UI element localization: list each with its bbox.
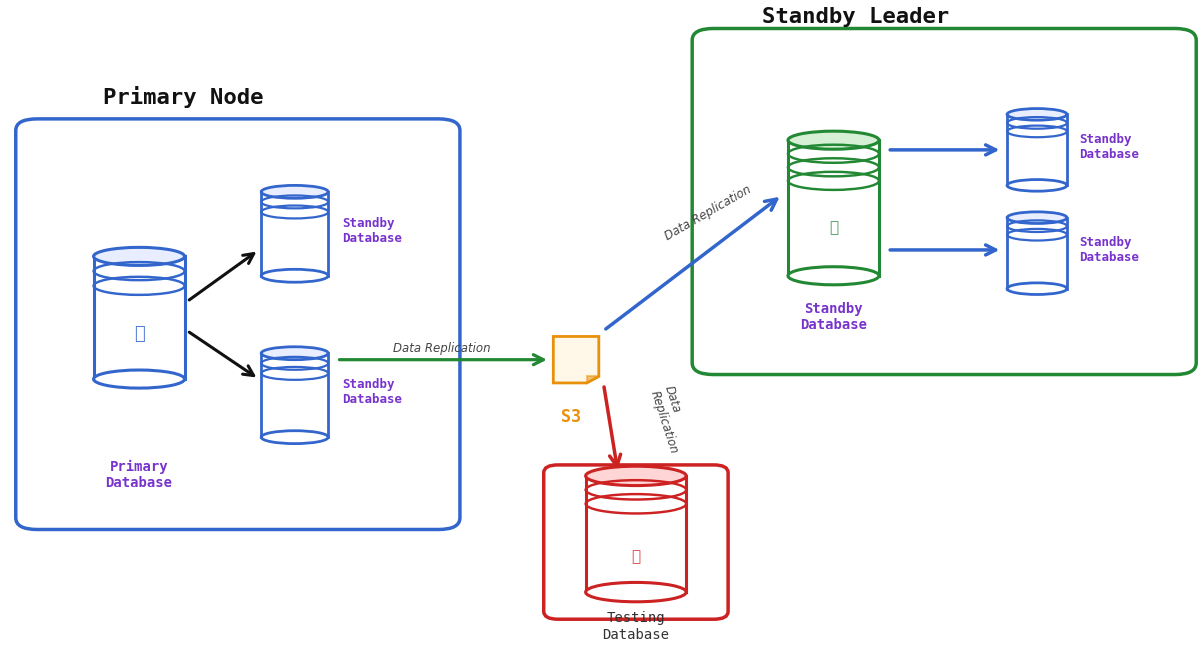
Ellipse shape: [262, 270, 329, 283]
Text: Testing
Database: Testing Database: [602, 611, 670, 642]
Ellipse shape: [586, 466, 686, 486]
Text: 🐘: 🐘: [631, 549, 641, 564]
Ellipse shape: [94, 247, 185, 266]
Text: Primary Node: Primary Node: [103, 86, 264, 108]
Text: Standby
Database: Standby Database: [342, 378, 402, 406]
Polygon shape: [262, 353, 329, 437]
Text: Data
Replication: Data Replication: [648, 384, 695, 455]
Polygon shape: [1007, 115, 1067, 186]
Ellipse shape: [1007, 212, 1067, 223]
Polygon shape: [262, 192, 329, 276]
Text: Standby
Database: Standby Database: [800, 301, 866, 332]
Polygon shape: [94, 256, 185, 379]
Text: Primary
Database: Primary Database: [106, 460, 173, 490]
Polygon shape: [788, 140, 878, 276]
Ellipse shape: [1007, 180, 1067, 191]
Text: 🐘: 🐘: [829, 220, 838, 235]
Polygon shape: [587, 376, 599, 383]
Ellipse shape: [788, 267, 878, 284]
Text: Standby
Database: Standby Database: [1079, 236, 1139, 264]
Ellipse shape: [94, 370, 185, 388]
Ellipse shape: [586, 583, 686, 602]
Ellipse shape: [262, 347, 329, 360]
Ellipse shape: [262, 431, 329, 443]
Polygon shape: [1007, 217, 1067, 288]
Ellipse shape: [1007, 283, 1067, 294]
Text: Data Replication: Data Replication: [394, 342, 491, 355]
Text: Standby
Database: Standby Database: [1079, 133, 1139, 161]
Text: Data Replication: Data Replication: [662, 184, 754, 243]
Ellipse shape: [788, 131, 878, 149]
Polygon shape: [553, 337, 599, 383]
Text: S3: S3: [562, 408, 581, 426]
Ellipse shape: [262, 186, 329, 199]
Text: Standby
Database: Standby Database: [342, 217, 402, 245]
Ellipse shape: [1007, 109, 1067, 120]
Polygon shape: [586, 476, 686, 592]
Text: 🐘: 🐘: [133, 325, 144, 343]
Text: Standby Leader: Standby Leader: [762, 7, 949, 27]
